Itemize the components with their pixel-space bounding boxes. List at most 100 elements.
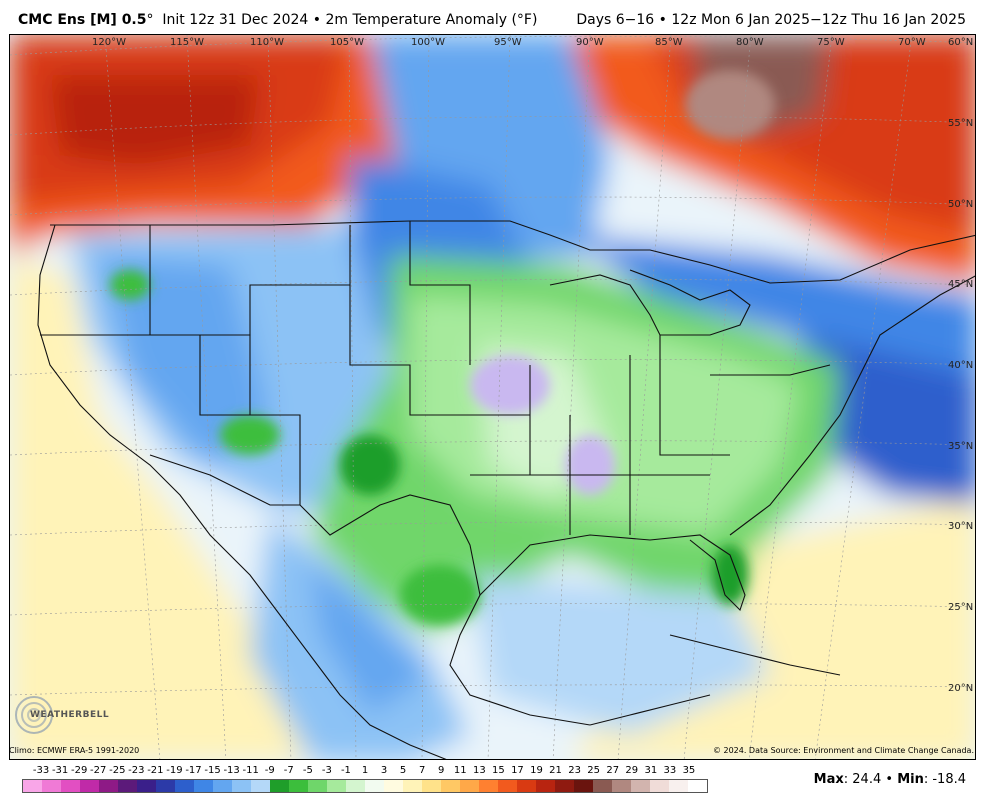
map-title: CMC Ens [M] 0.5° Init 12z 31 Dec 2024 • … (18, 12, 537, 28)
colorbar-tick: 15 (492, 765, 505, 776)
lon-label: 80°W (736, 37, 764, 48)
lat-label: 25°N (948, 602, 973, 613)
colorbar-tick: 1 (361, 765, 369, 776)
lon-label: 115°W (170, 37, 204, 48)
colorbar-ticks: -33 -31 -29 -27 -25 -23 -21 -19 -17 -15 -13 -11 -9 -7… (14, 765, 714, 779)
lat-label: 55°N (948, 118, 973, 129)
colorbar-tick: -17 (185, 765, 202, 776)
colorbar-tick: 19 (530, 765, 543, 776)
colorbar-tick: 5 (399, 765, 407, 776)
colorbar-tick: -1 (340, 765, 351, 776)
colorbar-swatch (270, 780, 289, 792)
colorbar-tick: -31 (51, 765, 69, 776)
colorbar-swatch (460, 780, 479, 792)
colorbar-tick: 9 (438, 765, 445, 776)
lon-label: 95°W (494, 37, 522, 48)
colorbar-swatch (574, 780, 593, 792)
colorbar-swatch (194, 780, 213, 792)
lat-label: 30°N (948, 521, 973, 532)
colorbar-tick: 27 (606, 765, 620, 776)
colorbar-tick: -5 (302, 765, 313, 776)
lat-label: 35°N (948, 441, 973, 452)
colorbar-swatch (517, 780, 536, 792)
colorbar-swatch (23, 780, 42, 792)
colorbar-tick: 29 (625, 765, 639, 776)
lat-label: 50°N (948, 199, 973, 210)
graticule (10, 35, 975, 759)
lon-label: 100°W (411, 37, 445, 48)
lon-label: 70°W (898, 37, 926, 48)
colorbar-tick: -15 (204, 765, 221, 776)
colorbar-tick: -9 (264, 765, 275, 776)
min-value: -18.4 (932, 772, 966, 787)
colorbar-swatch (422, 780, 441, 792)
colorbar-swatch (612, 780, 631, 792)
weatherbell-logo: WEATHERBELL (12, 690, 109, 740)
lat-label: 60°N (948, 37, 973, 48)
colorbar-tick: -29 (70, 765, 88, 776)
colorbar-tick: 21 (549, 765, 562, 776)
init-time: Init 12z 31 Dec 2024 (162, 12, 309, 28)
degree-symbol: ° (146, 12, 154, 28)
colorbar-tick: -33 (32, 765, 50, 776)
lon-label: 90°W (576, 37, 604, 48)
min-label: Min (897, 772, 924, 787)
colorbar-tick: -21 (147, 765, 164, 776)
colorbar-tick: 3 (380, 765, 388, 776)
lon-label: 75°W (817, 37, 845, 48)
colorbar-swatch (175, 780, 194, 792)
colorbar-swatch (365, 780, 384, 792)
field-name: 2m Temperature Anomaly (°F) (325, 12, 538, 28)
colorbar: -33 -31 -29 -27 -25 -23 -21 -19 -17 -15 -13 -11 -9 -7… (14, 765, 714, 797)
colorbar-swatch (61, 780, 80, 792)
colorbar-tick: -7 (283, 765, 294, 776)
colorbar-tick: 17 (511, 765, 524, 776)
valid-period: Days 6−16 • 12z Mon 6 Jan 2025−12z Thu 1… (576, 12, 966, 28)
climo-note: Climo: ECMWF ERA-5 1991-2020 (9, 746, 140, 755)
colorbar-tick: -27 (90, 765, 107, 776)
colorbar-swatch (669, 780, 688, 792)
colorbar-swatches (22, 779, 708, 793)
logo-swirl-icon (15, 696, 53, 734)
map-canvas: 120°W 115°W 110°W 105°W 100°W 95°W 90°W … (10, 35, 975, 759)
colorbar-swatch (289, 780, 308, 792)
colorbar-swatch (403, 780, 422, 792)
lat-label: 20°N (948, 683, 973, 694)
latitude-labels: 60°N 55°N 50°N 45°N 40°N 35°N 30°N 25°N … (948, 37, 973, 694)
lat-label: 45°N (948, 279, 973, 290)
colorbar-tick: 33 (663, 765, 677, 776)
colorbar-tick: 25 (587, 765, 601, 776)
colorbar-tick: -23 (128, 765, 145, 776)
colorbar-swatch (156, 780, 175, 792)
map-boundaries (37, 220, 975, 759)
lon-label: 105°W (330, 37, 364, 48)
anomaly-fill (10, 35, 975, 759)
colorbar-swatch (555, 780, 574, 792)
colorbar-tick: -25 (109, 765, 126, 776)
colorbar-swatch (42, 780, 61, 792)
colorbar-tick: -3 (321, 765, 332, 776)
lon-label: 120°W (92, 37, 126, 48)
longitude-labels: 120°W 115°W 110°W 105°W 100°W 95°W 90°W … (92, 37, 926, 48)
colorbar-tick: 7 (418, 765, 426, 776)
colorbar-tick: -19 (166, 765, 183, 776)
colorbar-swatch (593, 780, 612, 792)
colorbar-swatch (99, 780, 118, 792)
max-value: 24.4 (852, 772, 882, 787)
colorbar-swatch (441, 780, 460, 792)
colorbar-swatch (118, 780, 137, 792)
colorbar-swatch (308, 780, 327, 792)
max-min-stats: Max: 24.4 • Min: -18.4 (813, 772, 966, 787)
colorbar-tick: 31 (644, 765, 658, 776)
colorbar-swatch (327, 780, 346, 792)
colorbar-swatch (346, 780, 365, 792)
lon-label: 110°W (250, 37, 284, 48)
colorbar-tick: -13 (223, 765, 240, 776)
header: CMC Ens [M] 0.5° Init 12z 31 Dec 2024 • … (0, 0, 984, 34)
colorbar-tick: 35 (682, 765, 696, 776)
colorbar-swatch (213, 780, 232, 792)
logo-text: WEATHERBELL (30, 710, 110, 720)
colorbar-swatch (251, 780, 270, 792)
temperature-anomaly-map: 120°W 115°W 110°W 105°W 100°W 95°W 90°W … (9, 34, 976, 760)
colorbar-swatch (137, 780, 156, 792)
